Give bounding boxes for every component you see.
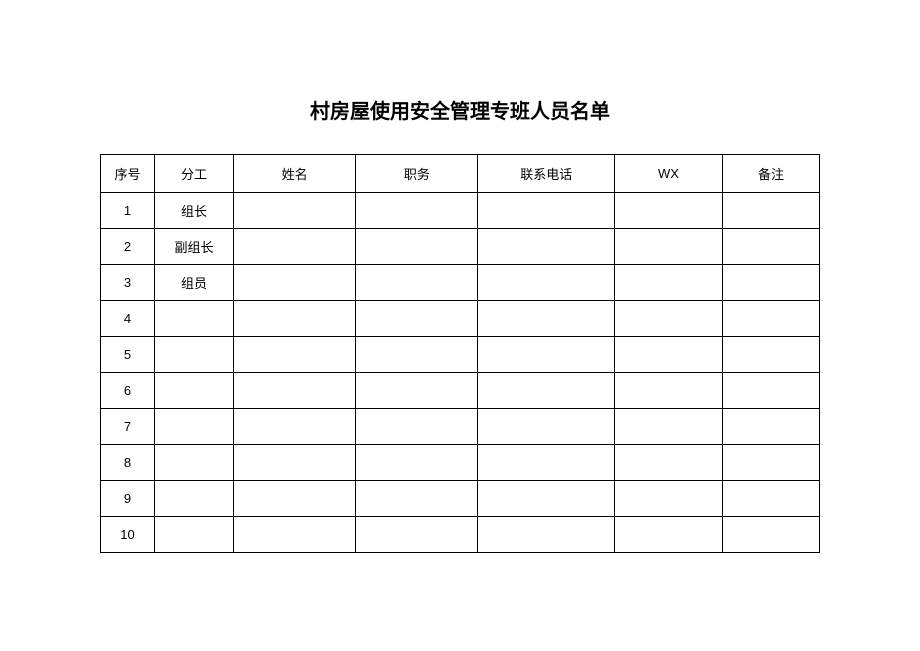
cell-seq: 3: [101, 265, 155, 301]
cell-phone: [478, 265, 615, 301]
cell-role: [154, 481, 233, 517]
header-name: 姓名: [234, 155, 356, 193]
cell-wx: [615, 373, 723, 409]
cell-seq: 9: [101, 481, 155, 517]
cell-wx: [615, 409, 723, 445]
cell-name: [234, 229, 356, 265]
cell-phone: [478, 373, 615, 409]
cell-role: 组长: [154, 193, 233, 229]
cell-name: [234, 481, 356, 517]
cell-seq: 6: [101, 373, 155, 409]
document-title: 村房屋使用安全管理专班人员名单: [100, 95, 820, 124]
cell-remark: [722, 409, 819, 445]
cell-seq: 10: [101, 517, 155, 553]
table-row: 1 组长: [101, 193, 820, 229]
cell-phone: [478, 229, 615, 265]
cell-wx: [615, 265, 723, 301]
cell-name: [234, 265, 356, 301]
cell-role: 副组长: [154, 229, 233, 265]
cell-seq: 1: [101, 193, 155, 229]
cell-seq: 7: [101, 409, 155, 445]
cell-position: [356, 337, 478, 373]
cell-phone: [478, 337, 615, 373]
cell-name: [234, 193, 356, 229]
cell-phone: [478, 481, 615, 517]
cell-role: [154, 373, 233, 409]
cell-phone: [478, 409, 615, 445]
cell-position: [356, 301, 478, 337]
personnel-table: 序号 分工 姓名 职务 联系电话 WX 备注 1 组长 2 副组长: [100, 154, 820, 553]
table-header-row: 序号 分工 姓名 职务 联系电话 WX 备注: [101, 155, 820, 193]
header-remark: 备注: [722, 155, 819, 193]
cell-role: 组员: [154, 265, 233, 301]
header-position: 职务: [356, 155, 478, 193]
cell-phone: [478, 445, 615, 481]
cell-wx: [615, 481, 723, 517]
cell-role: [154, 409, 233, 445]
cell-name: [234, 409, 356, 445]
cell-seq: 2: [101, 229, 155, 265]
cell-remark: [722, 445, 819, 481]
cell-position: [356, 445, 478, 481]
cell-seq: 4: [101, 301, 155, 337]
table-row: 10: [101, 517, 820, 553]
cell-phone: [478, 517, 615, 553]
table-body: 1 组长 2 副组长 3 组员: [101, 193, 820, 553]
cell-phone: [478, 301, 615, 337]
cell-wx: [615, 301, 723, 337]
cell-name: [234, 445, 356, 481]
cell-remark: [722, 193, 819, 229]
cell-position: [356, 517, 478, 553]
cell-remark: [722, 481, 819, 517]
cell-position: [356, 373, 478, 409]
cell-wx: [615, 517, 723, 553]
cell-name: [234, 517, 356, 553]
cell-remark: [722, 517, 819, 553]
cell-position: [356, 265, 478, 301]
cell-wx: [615, 445, 723, 481]
cell-role: [154, 301, 233, 337]
cell-remark: [722, 265, 819, 301]
cell-wx: [615, 193, 723, 229]
table-row: 3 组员: [101, 265, 820, 301]
cell-seq: 5: [101, 337, 155, 373]
table-row: 6: [101, 373, 820, 409]
cell-remark: [722, 373, 819, 409]
cell-wx: [615, 229, 723, 265]
table-row: 9: [101, 481, 820, 517]
table-row: 5: [101, 337, 820, 373]
table-row: 4: [101, 301, 820, 337]
cell-position: [356, 229, 478, 265]
cell-remark: [722, 229, 819, 265]
header-role: 分工: [154, 155, 233, 193]
table-row: 8: [101, 445, 820, 481]
cell-position: [356, 193, 478, 229]
cell-name: [234, 301, 356, 337]
page-container: 村房屋使用安全管理专班人员名单 序号 分工 姓名 职务 联系电话 WX 备注: [0, 0, 920, 583]
cell-name: [234, 373, 356, 409]
header-seq: 序号: [101, 155, 155, 193]
cell-seq: 8: [101, 445, 155, 481]
cell-role: [154, 337, 233, 373]
cell-remark: [722, 301, 819, 337]
cell-position: [356, 409, 478, 445]
cell-remark: [722, 337, 819, 373]
cell-role: [154, 517, 233, 553]
header-wx: WX: [615, 155, 723, 193]
cell-wx: [615, 337, 723, 373]
table-row: 7: [101, 409, 820, 445]
cell-position: [356, 481, 478, 517]
cell-name: [234, 337, 356, 373]
table-row: 2 副组长: [101, 229, 820, 265]
header-phone: 联系电话: [478, 155, 615, 193]
cell-role: [154, 445, 233, 481]
cell-phone: [478, 193, 615, 229]
